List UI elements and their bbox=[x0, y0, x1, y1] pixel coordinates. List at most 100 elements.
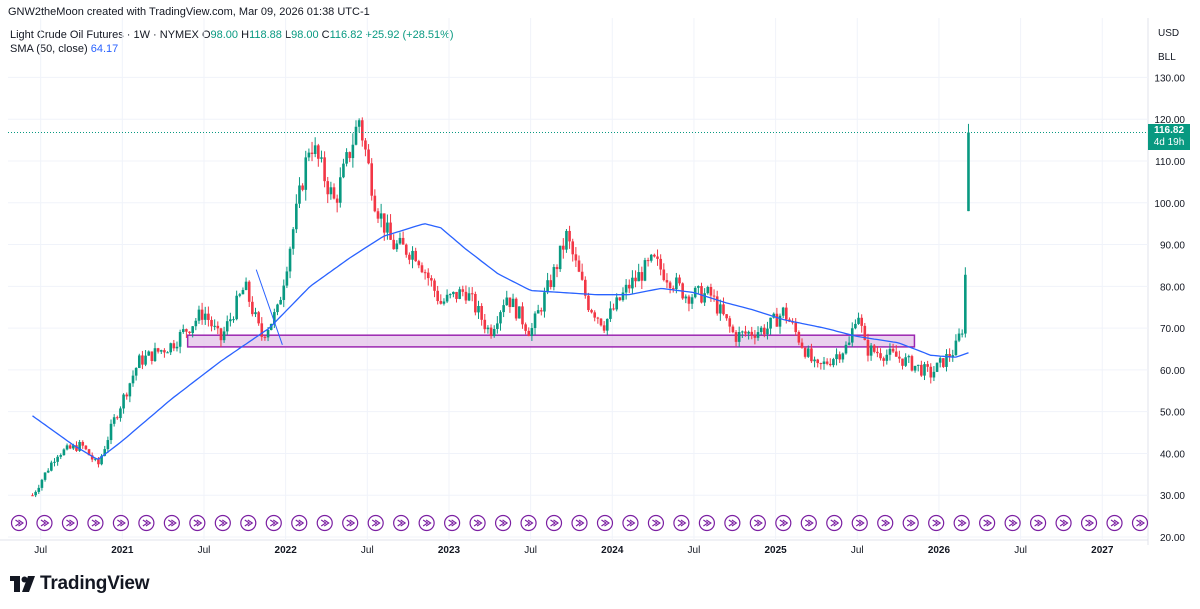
event-marker-icon[interactable] bbox=[877, 514, 894, 532]
y-tick-label: 110.00 bbox=[1155, 157, 1185, 168]
event-marker-icon[interactable] bbox=[444, 514, 461, 532]
sma-legend[interactable]: SMA (50, close) 64.17 bbox=[10, 43, 118, 55]
event-marker-icon[interactable] bbox=[1131, 514, 1149, 532]
x-tick-label: Jul bbox=[524, 545, 537, 556]
event-marker-icon[interactable] bbox=[240, 514, 257, 532]
candle-body bbox=[414, 250, 417, 262]
candle-body bbox=[785, 307, 788, 320]
candle-body bbox=[803, 347, 807, 357]
event-marker-icon[interactable] bbox=[469, 514, 486, 532]
event-marker-icon[interactable] bbox=[647, 514, 665, 532]
candle-body bbox=[759, 327, 763, 333]
event-marker-icon[interactable] bbox=[1106, 514, 1123, 532]
currency-label[interactable]: USD bbox=[1158, 28, 1180, 39]
candle-body bbox=[825, 361, 829, 364]
unit-label[interactable]: BLL bbox=[1158, 52, 1176, 63]
candle-body bbox=[860, 317, 863, 326]
event-marker-arrow bbox=[677, 519, 687, 527]
event-marker-icon[interactable] bbox=[1055, 514, 1072, 532]
event-marker-icon[interactable] bbox=[112, 514, 130, 532]
candle-body bbox=[546, 280, 549, 293]
event-marker-icon[interactable] bbox=[622, 514, 639, 532]
high-label: H bbox=[241, 29, 250, 41]
event-marker-icon[interactable] bbox=[138, 514, 155, 532]
event-marker-icon[interactable] bbox=[1029, 514, 1047, 532]
candle-body bbox=[298, 185, 301, 204]
candle-body bbox=[404, 244, 408, 255]
candle-body bbox=[920, 364, 923, 376]
candle-body bbox=[596, 317, 600, 319]
event-marker-icon[interactable] bbox=[673, 514, 690, 532]
event-marker-arrow bbox=[397, 519, 407, 527]
candle-body bbox=[178, 332, 182, 347]
candle-body bbox=[747, 331, 750, 334]
event-marker-icon[interactable] bbox=[826, 514, 843, 532]
trendline[interactable] bbox=[255, 269, 283, 345]
candle-body bbox=[624, 284, 628, 293]
candle-body bbox=[568, 230, 571, 242]
sma-line[interactable] bbox=[32, 223, 969, 460]
candle-body bbox=[78, 441, 81, 451]
tradingview-logo[interactable]: TradingView bbox=[10, 573, 150, 595]
event-marker-icon[interactable] bbox=[520, 514, 537, 532]
event-marker-arrow bbox=[524, 519, 534, 527]
event-marker-icon[interactable] bbox=[367, 514, 384, 532]
event-marker-icon[interactable] bbox=[596, 514, 614, 532]
candle-body bbox=[957, 333, 961, 341]
instrument-legend[interactable]: Light Crude Oil Futures · 1W · NYMEX O98… bbox=[10, 29, 454, 41]
candle-body bbox=[605, 318, 609, 331]
event-marker-icon[interactable] bbox=[571, 514, 588, 532]
event-marker-icon[interactable] bbox=[494, 514, 512, 532]
candle-body bbox=[329, 187, 333, 195]
candle-body bbox=[357, 120, 361, 127]
event-marker-icon[interactable] bbox=[291, 514, 308, 532]
candle-body bbox=[144, 355, 147, 365]
y-tick-label: 40.00 bbox=[1160, 449, 1185, 460]
candle-body bbox=[43, 472, 47, 480]
event-marker-icon[interactable] bbox=[214, 514, 231, 532]
candle-body bbox=[866, 339, 870, 356]
event-marker-icon[interactable] bbox=[61, 514, 79, 532]
candle-body bbox=[580, 271, 584, 280]
event-marker-icon[interactable] bbox=[1004, 514, 1021, 532]
event-marker-icon[interactable] bbox=[316, 514, 333, 532]
bar-countdown: 4d 19h bbox=[1153, 137, 1185, 148]
event-marker-icon[interactable] bbox=[800, 514, 817, 532]
candle-body bbox=[678, 277, 681, 284]
event-marker-ring bbox=[240, 514, 257, 532]
candle-body bbox=[354, 126, 358, 145]
event-marker-icon[interactable] bbox=[342, 514, 359, 532]
event-marker-icon[interactable] bbox=[189, 514, 206, 532]
candle-body bbox=[518, 306, 521, 319]
event-marker-icon[interactable] bbox=[1080, 514, 1098, 532]
event-marker-icon[interactable] bbox=[724, 514, 741, 532]
candle-body bbox=[492, 328, 496, 337]
event-marker-icon[interactable] bbox=[10, 514, 28, 532]
event-marker-icon[interactable] bbox=[928, 514, 945, 532]
event-marker-icon[interactable] bbox=[698, 514, 715, 532]
event-marker-icon[interactable] bbox=[851, 514, 868, 532]
event-marker-icon[interactable] bbox=[953, 514, 970, 532]
event-marker-icon[interactable] bbox=[979, 514, 996, 532]
event-marker-icon[interactable] bbox=[418, 514, 435, 532]
support-zone[interactable] bbox=[186, 334, 916, 348]
candle-body bbox=[291, 229, 295, 249]
event-marker-ring bbox=[469, 514, 486, 532]
event-marker-icon[interactable] bbox=[36, 514, 53, 532]
event-marker-ring bbox=[749, 514, 766, 532]
event-marker-icon[interactable] bbox=[749, 514, 766, 532]
candle-body bbox=[169, 343, 172, 353]
candle-body bbox=[122, 394, 125, 409]
event-marker-icon[interactable] bbox=[902, 514, 919, 532]
candle-body bbox=[351, 144, 355, 159]
event-marker-icon[interactable] bbox=[163, 514, 180, 532]
candle-body bbox=[411, 250, 414, 260]
candle-body bbox=[618, 297, 622, 301]
event-marker-icon[interactable] bbox=[393, 514, 410, 532]
event-marker-icon[interactable] bbox=[545, 514, 563, 532]
event-marker-icon[interactable] bbox=[87, 514, 104, 532]
event-marker-icon[interactable] bbox=[265, 514, 282, 532]
event-marker-icon[interactable] bbox=[775, 514, 792, 532]
event-marker-ring bbox=[953, 514, 970, 532]
